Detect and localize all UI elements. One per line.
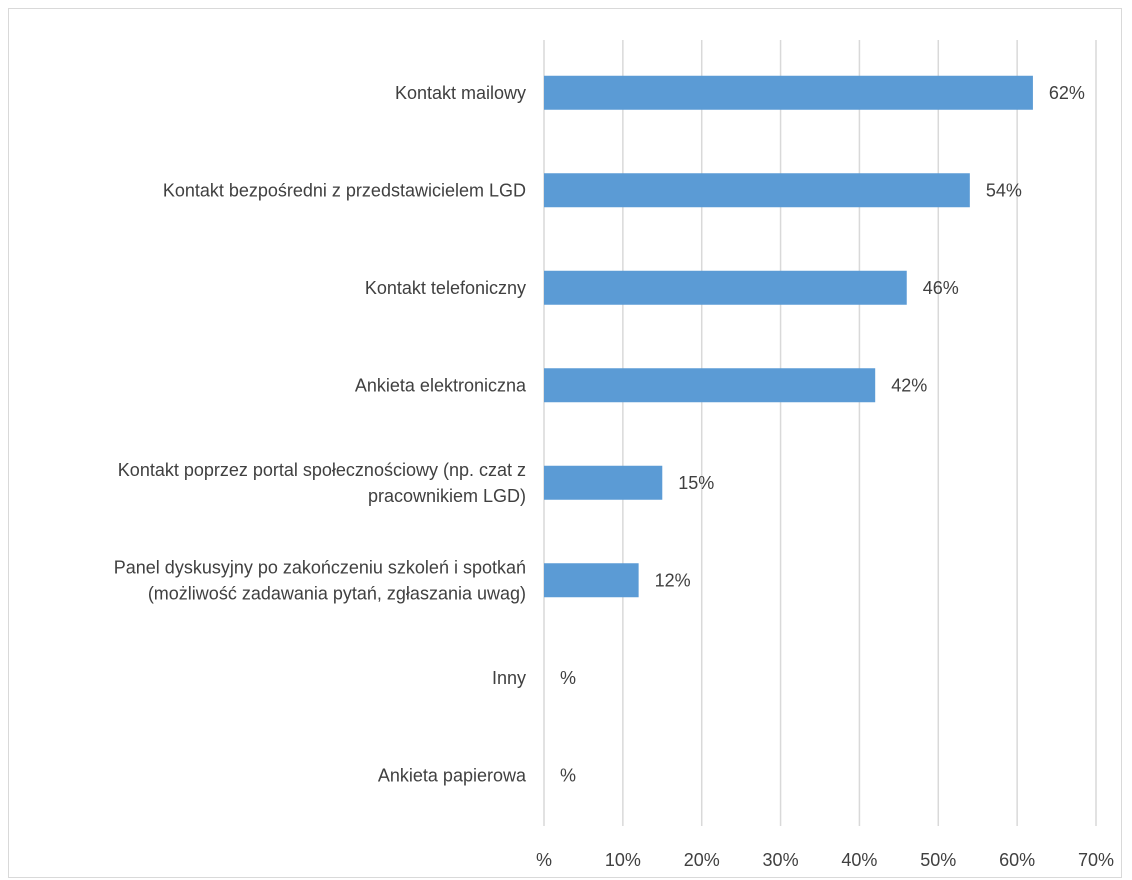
data-label-4: 15%	[678, 473, 714, 493]
data-label-2: 46%	[923, 278, 959, 298]
data-labels: 62% 54% 46% 42% 15% 12%%%	[560, 83, 1085, 786]
x-tick-label-7: 70%	[1078, 850, 1114, 870]
x-tick-label-5: 50%	[920, 850, 956, 870]
data-label-3: 42%	[891, 375, 927, 395]
data-label-5: 12%	[655, 570, 691, 590]
chart-frame	[8, 8, 1122, 878]
x-tick-label-1: 10%	[605, 850, 641, 870]
category-label-7: Ankieta papierowa	[378, 765, 527, 785]
data-label-1: 54%	[986, 180, 1022, 200]
category-label-0: Kontakt mailowy	[395, 83, 526, 103]
x-axis-tick-labels: % 10% 20% 30% 40% 50% 60% 70%	[536, 850, 1114, 870]
category-labels: Kontakt mailowy Kontakt bezpośredni z prz…	[114, 83, 527, 786]
category-label-5: Panel dyskusyjny po zakończeniu szkoleń …	[114, 557, 526, 603]
data-label-7: %	[560, 765, 576, 785]
category-label-4: Kontakt poprzez portal społecznościowy (…	[118, 460, 526, 506]
data-label-6: %	[560, 668, 576, 688]
x-tick-label-4: 40%	[841, 850, 877, 870]
x-tick-label-3: 30%	[763, 850, 799, 870]
bar-1	[544, 173, 970, 208]
bars	[544, 75, 1033, 598]
category-label-3: Ankieta elektroniczna	[355, 375, 527, 395]
category-label-1: Kontakt bezpośredni z przedstawicielem L…	[163, 180, 526, 200]
gridlines	[543, 40, 1097, 826]
bar-5	[544, 563, 639, 598]
category-label-2: Kontakt telefoniczny	[365, 278, 526, 298]
bar-4	[544, 465, 663, 500]
bar-3	[544, 368, 876, 403]
x-tick-label-6: 60%	[999, 850, 1035, 870]
x-tick-label-0: %	[536, 850, 552, 870]
data-label-0: 62%	[1049, 83, 1085, 103]
bar-0	[544, 75, 1033, 110]
x-tick-label-2: 20%	[684, 850, 720, 870]
category-label-6: Inny	[492, 668, 526, 688]
bar-2	[544, 270, 907, 305]
